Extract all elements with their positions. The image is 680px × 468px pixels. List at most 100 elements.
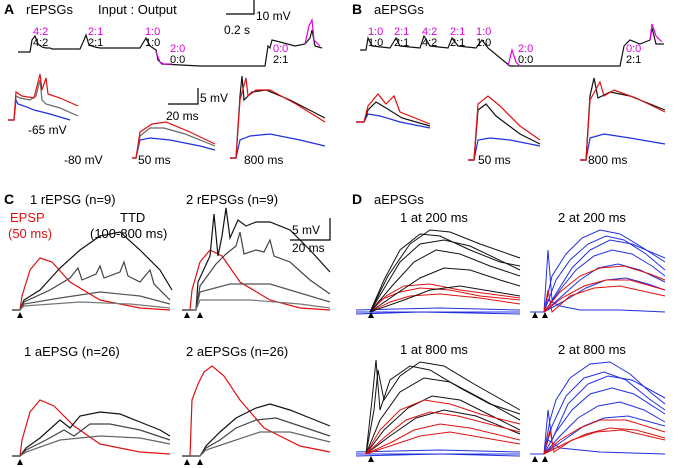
trace-d1-black3 bbox=[369, 249, 521, 313]
trace-c3-black1 bbox=[12, 411, 171, 457]
trace-c1-black2 bbox=[12, 260, 171, 311]
stim-marker-icon bbox=[17, 459, 23, 465]
panel-b-ratios: 1:0 1:0 2:1 2:1 4:2 4:2 2:1 2:1 1:0 1:0 … bbox=[368, 26, 641, 66]
panel-a: A rEPSGs Input : Output 10 mV 0.2 s 4:2 … bbox=[4, 0, 326, 167]
panel-d-plot3 bbox=[355, 359, 521, 462]
trace-d1-red2 bbox=[369, 283, 521, 313]
trace-c2-gray1 bbox=[182, 283, 331, 311]
trace-c1-gray2 bbox=[12, 301, 171, 311]
panel-a-scale2-mv: 5 mV bbox=[200, 91, 228, 105]
trace-d3-black4 bbox=[365, 395, 521, 455]
panel-a-subtitle: Input : Output bbox=[98, 2, 177, 17]
trace-c4-black1 bbox=[182, 403, 331, 457]
trace-d3-red1 bbox=[365, 399, 521, 455]
trace-d3-black3 bbox=[365, 377, 521, 455]
trace-b-z1-red bbox=[356, 93, 431, 125]
panel-b-delay-800: 800 ms bbox=[588, 153, 627, 167]
panel-a-scale-mv: 10 mV bbox=[256, 9, 291, 23]
trace-b-long-magenta bbox=[507, 47, 521, 67]
trace-c3-gray1 bbox=[12, 435, 171, 457]
trace-a-z1-blue bbox=[8, 97, 71, 121]
trace-c4-gray1 bbox=[182, 431, 331, 457]
trace-c3-black2 bbox=[12, 423, 171, 457]
panel-d-title3: 1 at 800 ms bbox=[400, 342, 468, 357]
trace-a-long-magenta-end bbox=[304, 17, 321, 47]
panel-b-zoom: 50 ms 800 ms bbox=[356, 77, 666, 167]
panel-c-scale-bar bbox=[290, 218, 331, 241]
trace-d3-blue-base3 bbox=[355, 453, 521, 457]
ratio-b5-bottom: 1:0 bbox=[476, 37, 491, 49]
panel-b: B aEPSGs 1:0 1:0 2:1 2:1 4:2 4:2 2:1 2:1… bbox=[352, 1, 666, 167]
trace-d4-blue4 bbox=[543, 401, 666, 455]
panel-a-zoom: -65 mV -80 mV 50 ms 5 mV 20 ms 800 ms bbox=[8, 73, 326, 167]
panel-d-title2: 2 at 200 ms bbox=[558, 210, 626, 225]
panel-a-delay-800: 800 ms bbox=[244, 153, 283, 167]
stim-marker-icon bbox=[197, 459, 203, 465]
panel-d-title4: 2 at 800 ms bbox=[558, 342, 626, 357]
trace-d2-blue6 bbox=[543, 239, 666, 313]
panel-c-plot2 bbox=[182, 207, 331, 318]
panel-c-letter: C bbox=[4, 191, 14, 207]
ratio-a3-bottom: 1:0 bbox=[145, 37, 160, 49]
panel-c-title4: 2 aEPSGs (n=26) bbox=[186, 344, 288, 359]
ratio-a3-top: 1:0 bbox=[145, 26, 160, 38]
panel-d: D aEPSGs 1 at 200 ms 2 at 200 ms bbox=[352, 191, 666, 462]
ratio-a4-bottom: 0:0 bbox=[170, 54, 185, 66]
trace-a-z1-red bbox=[8, 73, 79, 121]
trace-a-long-black bbox=[18, 29, 323, 67]
panel-d-plot4 bbox=[530, 361, 666, 462]
ratio-b3-bottom: 4:2 bbox=[422, 37, 437, 49]
trace-b-long-magenta-end bbox=[649, 23, 663, 43]
panel-c-title3: 1 aEPSG (n=26) bbox=[24, 344, 120, 359]
trace-a-long-magenta bbox=[155, 51, 172, 65]
trace-d1-black1 bbox=[369, 233, 521, 313]
panel-c-plot3 bbox=[12, 399, 171, 465]
trace-a-z3-black bbox=[230, 75, 326, 159]
trace-c2-red bbox=[182, 249, 331, 311]
trace-d2-blue1 bbox=[543, 229, 666, 313]
ratio-b6-top: 2:0 bbox=[518, 43, 533, 55]
trace-d4-red1 bbox=[543, 419, 666, 455]
trace-c2-black1 bbox=[182, 207, 331, 311]
stim-marker-icon bbox=[542, 312, 548, 318]
trace-d3-red2 bbox=[365, 411, 521, 455]
trace-c4-red bbox=[182, 365, 331, 457]
trace-d1-black2 bbox=[369, 229, 521, 313]
panel-c-epsp: EPSP bbox=[10, 210, 45, 225]
panel-c: C 1 rEPSG (n=9) 2 rEPSGs (n=9) EPSP (50 … bbox=[4, 191, 331, 465]
panel-c-title1: 1 rEPSG (n=9) bbox=[30, 192, 116, 207]
trace-d4-blue2 bbox=[543, 371, 666, 455]
ratio-b4-top: 2:1 bbox=[450, 26, 465, 38]
panel-d-title1: 1 at 200 ms bbox=[400, 210, 468, 225]
trace-d1-black4 bbox=[369, 267, 521, 313]
panel-b-delay-50: 50 ms bbox=[478, 153, 511, 167]
trace-d3-black5 bbox=[365, 409, 521, 455]
panel-c-plot1 bbox=[12, 231, 173, 318]
ratio-b1-bottom: 1:0 bbox=[368, 37, 383, 49]
trace-d4-blue1 bbox=[543, 361, 666, 455]
ratio-a2-bottom: 2:1 bbox=[88, 37, 103, 49]
trace-d1-red3 bbox=[369, 293, 521, 313]
trace-d3-blue-base2 bbox=[355, 449, 521, 453]
ratio-b7-top: 0:0 bbox=[626, 43, 641, 55]
stim-marker-icon bbox=[184, 312, 190, 318]
panel-c-scale-mv: 5 mV bbox=[292, 223, 320, 237]
ratio-b1-top: 1:0 bbox=[368, 26, 383, 38]
trace-d2-blue4 bbox=[543, 263, 666, 313]
trace-c2-gray2 bbox=[182, 299, 331, 311]
stim-marker-icon bbox=[542, 456, 548, 462]
trace-b-z3-black bbox=[580, 77, 666, 161]
trace-d2-red2 bbox=[543, 279, 666, 313]
stim-marker-icon bbox=[532, 312, 538, 318]
panel-a-scale-s: 0.2 s bbox=[224, 23, 250, 37]
trace-d3-black2 bbox=[365, 361, 521, 455]
panel-a-letter: A bbox=[4, 1, 14, 17]
trace-d2-red1 bbox=[543, 265, 666, 313]
panel-c-ttd2: (100-800 ms) bbox=[90, 226, 167, 241]
ratio-a1-top: 4:2 bbox=[33, 26, 48, 38]
panel-b-letter: B bbox=[352, 1, 362, 17]
trace-b-z1-black bbox=[356, 101, 431, 127]
trace-d4-blue5 bbox=[543, 375, 666, 455]
ratio-b7-bottom: 2:1 bbox=[626, 54, 641, 66]
